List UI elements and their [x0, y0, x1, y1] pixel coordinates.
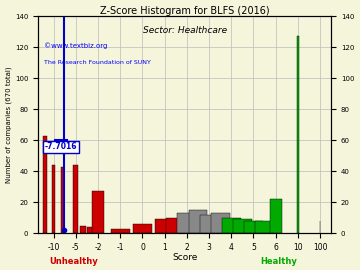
Bar: [177, 213, 196, 233]
Bar: [133, 224, 152, 233]
Bar: [92, 191, 104, 233]
Text: Unhealthy: Unhealthy: [49, 257, 98, 266]
Text: Healthy: Healthy: [260, 257, 297, 266]
Bar: [87, 227, 94, 233]
Bar: [43, 136, 46, 233]
Bar: [80, 226, 86, 233]
Bar: [52, 165, 55, 233]
Bar: [233, 220, 252, 233]
Text: -7.7016: -7.7016: [45, 142, 77, 151]
Text: ©www.textbiz.org: ©www.textbiz.org: [44, 42, 107, 49]
Bar: [200, 215, 219, 233]
Text: The Research Foundation of SUNY: The Research Foundation of SUNY: [44, 60, 151, 65]
Bar: [244, 221, 263, 233]
Bar: [73, 165, 78, 233]
Title: Z-Score Histogram for BLFS (2016): Z-Score Histogram for BLFS (2016): [100, 6, 269, 16]
Bar: [111, 229, 130, 233]
Bar: [189, 210, 207, 233]
Bar: [60, 167, 64, 233]
X-axis label: Score: Score: [172, 254, 197, 262]
Bar: [297, 36, 299, 233]
Bar: [222, 218, 241, 233]
Bar: [166, 218, 185, 233]
Text: Sector: Healthcare: Sector: Healthcare: [143, 26, 227, 35]
Bar: [155, 220, 174, 233]
Bar: [270, 199, 282, 233]
Y-axis label: Number of companies (670 total): Number of companies (670 total): [5, 66, 12, 183]
Bar: [211, 213, 230, 233]
Bar: [255, 221, 274, 233]
